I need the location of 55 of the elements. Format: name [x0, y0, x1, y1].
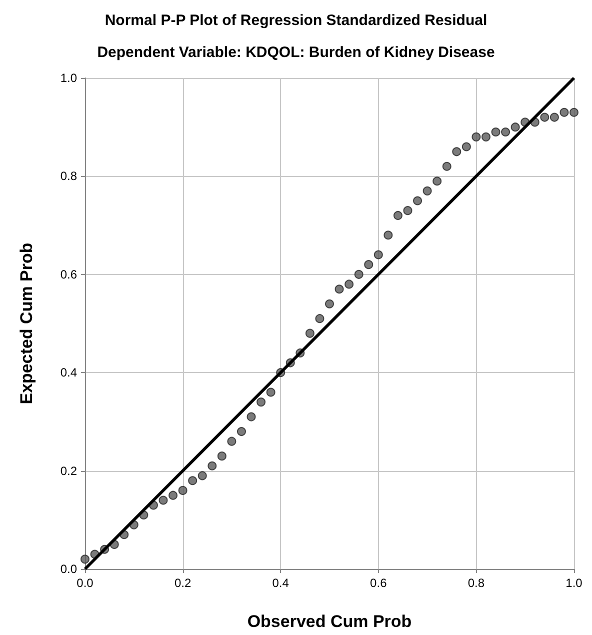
y-tick-label: 1.0 [60, 71, 78, 85]
y-tick-label: 0.2 [60, 464, 78, 478]
point [501, 128, 510, 137]
point [540, 112, 550, 122]
chart-subtitle: Dependent Variable: KDQOL: Burden of Kidney Disease [97, 44, 495, 61]
point [344, 280, 354, 289]
point [227, 436, 236, 446]
point [158, 496, 168, 505]
point [256, 398, 266, 407]
point [178, 486, 188, 495]
point [413, 196, 422, 206]
point [168, 490, 178, 500]
point [246, 412, 256, 422]
point [266, 388, 276, 397]
y-tick-label: 0.0 [60, 562, 78, 576]
point [305, 328, 314, 338]
x-tick-label: 0.2 [174, 576, 192, 590]
point [462, 142, 471, 152]
point [236, 427, 246, 436]
point [188, 476, 198, 486]
point [374, 250, 383, 260]
x-tick-label: 0.0 [76, 576, 94, 590]
x-tick-label: 0.6 [370, 576, 388, 590]
point [315, 314, 324, 324]
point [550, 112, 559, 122]
y-tick-label: 0.6 [60, 267, 78, 282]
x-tick-label: 0.4 [272, 576, 290, 590]
y-tick-label: 0.8 [60, 169, 78, 184]
chart-title: Normal P-P Plot of Regression Standardized Residual [104, 12, 488, 29]
point [491, 128, 500, 137]
x-tick-label: 1.0 [566, 576, 583, 590]
point [570, 108, 578, 117]
point [442, 162, 452, 171]
point [560, 108, 569, 117]
point [208, 461, 217, 470]
point [354, 270, 364, 279]
point [403, 206, 412, 216]
point [325, 299, 334, 308]
point [80, 554, 90, 564]
point [198, 471, 207, 480]
x-axis-title: Observed Cum Prob [247, 612, 412, 631]
point [472, 132, 481, 142]
point [364, 260, 374, 270]
point [334, 284, 344, 294]
point [481, 132, 490, 142]
point [422, 186, 432, 196]
point [384, 230, 393, 240]
y-tick-label: 0.4 [60, 366, 78, 380]
point [393, 210, 402, 220]
point [510, 122, 520, 132]
x-tick-label: 0.8 [468, 576, 485, 590]
point [217, 452, 226, 461]
y-axis-title: Expected Cum Prob [17, 242, 36, 404]
point [432, 176, 442, 186]
point [452, 147, 462, 156]
